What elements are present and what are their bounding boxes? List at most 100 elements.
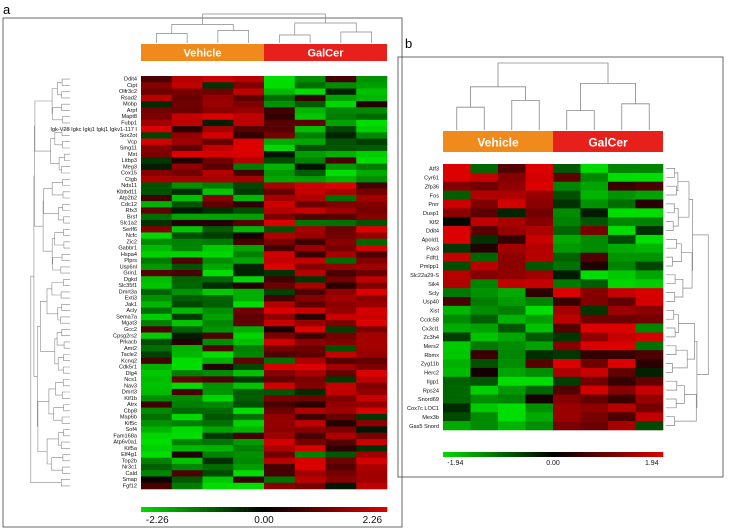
color-scale-segment	[317, 507, 322, 512]
gene-label: Ctgb	[125, 177, 137, 183]
dendrogram-branch	[63, 216, 70, 224]
heatmap-cell	[233, 395, 265, 402]
heatmap-cell	[141, 238, 173, 246]
heatmap-cell	[325, 413, 357, 421]
color-scale-segment	[538, 452, 543, 457]
heatmap-cell	[141, 320, 173, 327]
group-label: Vehicle	[184, 48, 222, 60]
heatmap-cell	[443, 341, 471, 351]
color-scale-segment	[194, 507, 199, 512]
heatmap-cell	[294, 351, 326, 358]
heatmap-cell	[470, 234, 499, 245]
panel-a-row-labels: Ddit4CiptOlfr3c2Rsad2MobpArpfMapt8Fubp1I…	[50, 77, 138, 490]
heatmap-cell	[525, 243, 554, 253]
heatmap-cell	[325, 282, 357, 290]
gene-label: Tacle2	[121, 352, 137, 358]
heatmap-cell	[294, 88, 326, 96]
gene-label: Cox15	[121, 171, 137, 177]
dendrogram-branch	[666, 416, 675, 426]
color-scale-segment	[589, 452, 594, 457]
heatmap-cell	[470, 394, 499, 404]
heatmap-cell	[141, 445, 173, 452]
heatmap-cell	[202, 238, 234, 246]
heatmap-cell	[470, 172, 499, 183]
heatmap-cell	[294, 413, 326, 421]
gene-label: Litbp3	[122, 158, 137, 164]
color-scale-segment	[648, 452, 653, 457]
panel-a-column-dendrogram	[156, 13, 372, 43]
gene-label: Dmrt3a	[119, 289, 138, 295]
heatmap-cell	[202, 357, 234, 365]
gene-label: Xist	[430, 309, 440, 315]
color-scale-segment	[604, 452, 609, 457]
gene-label: Zfp36	[425, 184, 439, 190]
color-scale-segment	[633, 452, 638, 457]
heatmap-cell	[233, 113, 265, 121]
heatmap-cell	[608, 252, 636, 262]
heatmap-cell	[294, 395, 326, 402]
heatmap-cell	[325, 238, 357, 246]
color-scale-segment	[527, 452, 532, 457]
heatmap-cell	[141, 276, 173, 283]
heatmap-cell	[635, 252, 664, 262]
color-scale-tick-label: 0.00	[546, 460, 560, 467]
dendrogram-branch	[62, 391, 70, 399]
color-scale-segment	[509, 452, 513, 457]
heatmap-cell	[141, 420, 173, 427]
heatmap-cell	[356, 282, 388, 290]
heatmap-cell	[325, 226, 357, 233]
heatmap-cell	[233, 326, 265, 333]
heatmap-cell	[202, 169, 234, 177]
heatmap-cell	[553, 376, 581, 386]
heatmap-cell	[635, 190, 664, 200]
heatmap-cell	[202, 401, 234, 408]
heatmap-cell	[553, 190, 581, 200]
heatmap-cell	[294, 113, 326, 121]
gene-label: Igk-V28 Igkc Igkj1 Igkj1 Igkv1-117 I	[50, 127, 137, 133]
panel-b-row-labels: Atf3 Cyr61 Zfp36 Fos Pnrr Dusp1 Klf2 Ddit4 Apold…	[407, 167, 439, 430]
color-scale-segment	[619, 452, 623, 457]
heatmap-cell	[264, 401, 296, 408]
heatmap-cell	[294, 388, 326, 396]
heatmap-cell	[264, 351, 296, 358]
heatmap-cell	[443, 376, 471, 386]
heatmap-cell	[202, 395, 234, 402]
heatmap-cell	[580, 199, 609, 209]
heatmap-cell	[141, 313, 173, 321]
heatmap-cell	[356, 326, 388, 333]
heatmap-cell	[141, 132, 173, 139]
heatmap-cell	[553, 394, 581, 404]
heatmap-cell	[498, 243, 526, 253]
heatmap-cell	[202, 320, 234, 327]
heatmap-cell	[233, 276, 265, 283]
heatmap-cell	[356, 88, 388, 96]
heatmap-cell	[171, 157, 203, 164]
color-scale-segment	[358, 507, 363, 512]
heatmap-cell	[264, 426, 296, 433]
dendrogram-branch	[54, 338, 59, 365]
heatmap-cell	[294, 295, 326, 302]
heatmap-cell	[141, 470, 173, 477]
heatmap-cell	[325, 326, 357, 333]
heatmap-cell	[580, 297, 609, 307]
heatmap-cell	[202, 426, 234, 433]
heatmap-cell	[553, 323, 581, 333]
gene-label: Vcp	[127, 139, 137, 145]
gene-label: Brsf	[127, 214, 137, 220]
dendrogram-branch	[497, 62, 609, 87]
gene-label: Fdft1	[426, 255, 439, 261]
heatmap-cell	[498, 252, 526, 262]
heatmap-cell	[580, 234, 609, 245]
color-scale-segment	[597, 452, 601, 457]
heatmap-cell	[325, 144, 357, 152]
heatmap-cell	[470, 350, 499, 360]
color-scale-segment	[512, 452, 517, 457]
heatmap-cell	[233, 138, 265, 146]
color-scale-segment	[608, 452, 612, 457]
heatmap-cell	[325, 307, 357, 315]
heatmap-cell	[443, 226, 471, 236]
color-scale-segment	[247, 507, 252, 512]
heatmap-cell	[580, 305, 609, 316]
heatmap-cell	[141, 413, 173, 421]
heatmap-cell	[470, 164, 499, 174]
